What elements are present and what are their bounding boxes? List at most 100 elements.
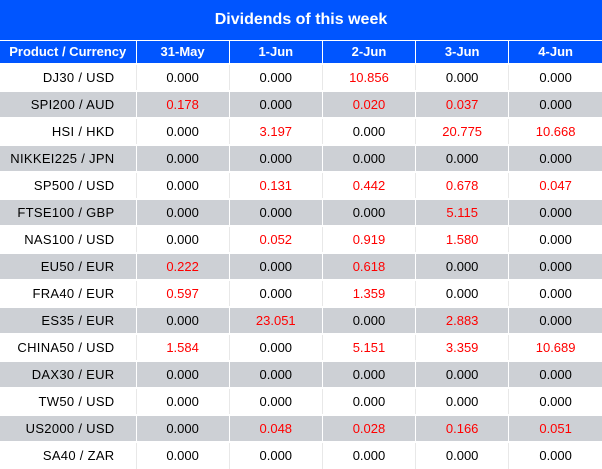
- dividend-cell: 0.178: [135, 89, 230, 118]
- dividend-cell: 0.000: [228, 62, 323, 91]
- product-cell: TW50 / USD: [0, 386, 136, 415]
- table-row: SP500 / USD 0.000 0.131 0.442 0.678 0.047: [0, 170, 602, 199]
- dividend-cell: 0.000: [508, 224, 602, 253]
- product-cell: CHINA50 / USD: [0, 332, 136, 361]
- dividends-table: Product / Currency 31-May 1-Jun 2-Jun 3-Jun 4…: [0, 40, 602, 469]
- dividend-cell: 0.000: [508, 197, 602, 226]
- dividend-cell: 0.000: [508, 305, 602, 334]
- dividend-cell: 0.000: [135, 62, 230, 91]
- header-row: Product / Currency 31-May 1-Jun 2-Jun 3-Jun 4…: [0, 40, 602, 64]
- dividend-cell: 0.000: [508, 62, 602, 91]
- dividend-cell: 0.618: [321, 251, 416, 280]
- dividend-cell: 0.000: [508, 359, 602, 388]
- dividend-cell: 0.000: [228, 89, 323, 118]
- dividend-cell: 5.151: [321, 332, 416, 361]
- table-row: NIKKEI225 / JPN 0.000 0.000 0.000 0.000 0.000: [0, 143, 602, 172]
- dividend-cell: 0.000: [415, 440, 509, 469]
- dividend-cell: 0.131: [228, 170, 323, 199]
- dividend-cell: 0.222: [135, 251, 230, 280]
- dividend-cell: 0.000: [415, 386, 509, 415]
- table-row: HSI / HKD 0.000 3.197 0.000 20.775 10.668: [0, 116, 602, 145]
- dividend-cell: 0.000: [135, 305, 230, 334]
- product-cell: SP500 / USD: [0, 170, 136, 199]
- dividend-cell: 0.000: [135, 197, 230, 226]
- dividend-cell: 0.052: [228, 224, 323, 253]
- dividend-cell: 3.197: [228, 116, 323, 145]
- dividend-cell: 0.000: [228, 359, 323, 388]
- dividend-cell: 0.000: [321, 197, 416, 226]
- dividend-cell: 0.051: [508, 413, 602, 442]
- table-title: Dividends of this week: [0, 0, 602, 40]
- dividend-cell: 0.000: [508, 143, 602, 172]
- dividend-cell: 10.856: [321, 62, 416, 91]
- table-row: DAX30 / EUR 0.000 0.000 0.000 0.000 0.000: [0, 359, 602, 388]
- dividend-cell: 0.000: [508, 440, 602, 469]
- table-row: CHINA50 / USD 1.584 0.000 5.151 3.359 10.689: [0, 332, 602, 361]
- table-row: FRA40 / EUR 0.597 0.000 1.359 0.000 0.000: [0, 278, 602, 307]
- dividend-cell: 0.000: [228, 386, 323, 415]
- dividend-cell: 0.000: [321, 359, 416, 388]
- table-row: US2000 / USD 0.000 0.048 0.028 0.166 0.051: [0, 413, 602, 442]
- dividend-cell: 5.115: [415, 197, 509, 226]
- dividend-cell: 0.000: [135, 224, 230, 253]
- column-header: Product / Currency: [0, 40, 136, 64]
- dividend-cell: 1.584: [135, 332, 230, 361]
- product-cell: SPI200 / AUD: [0, 89, 136, 118]
- dividend-cell: 0.000: [228, 143, 323, 172]
- table-row: NAS100 / USD 0.000 0.052 0.919 1.580 0.000: [0, 224, 602, 253]
- dividend-cell: 0.020: [321, 89, 416, 118]
- dividend-cell: 0.000: [228, 278, 323, 307]
- dividend-cell: 0.000: [228, 440, 323, 469]
- table-row: DJ30 / USD 0.000 0.000 10.856 0.000 0.000: [0, 62, 602, 91]
- product-cell: SA40 / ZAR: [0, 440, 136, 469]
- dividend-cell: 2.883: [415, 305, 509, 334]
- dividend-cell: 0.000: [135, 143, 230, 172]
- dividend-cell: 20.775: [415, 116, 509, 145]
- table-row: EU50 / EUR 0.222 0.000 0.618 0.000 0.000: [0, 251, 602, 280]
- product-cell: EU50 / EUR: [0, 251, 136, 280]
- dividend-cell: 0.000: [135, 359, 230, 388]
- dividend-cell: 0.000: [508, 89, 602, 118]
- product-cell: NAS100 / USD: [0, 224, 136, 253]
- table-row: ES35 / EUR 0.000 23.051 0.000 2.883 0.000: [0, 305, 602, 334]
- dividend-cell: 0.000: [228, 251, 323, 280]
- dividend-cell: 0.000: [135, 170, 230, 199]
- product-cell: DJ30 / USD: [0, 62, 136, 91]
- dividend-cell: 1.359: [321, 278, 416, 307]
- product-cell: DAX30 / EUR: [0, 359, 136, 388]
- dividend-cell: 0.678: [415, 170, 509, 199]
- dividend-cell: 0.166: [415, 413, 509, 442]
- table-row: FTSE100 / GBP 0.000 0.000 0.000 5.115 0.000: [0, 197, 602, 226]
- dividend-cell: 0.048: [228, 413, 323, 442]
- dividend-cell: 0.000: [321, 116, 416, 145]
- dividend-cell: 0.047: [508, 170, 602, 199]
- dividend-cell: 0.000: [135, 440, 230, 469]
- dividend-cell: 0.000: [228, 332, 323, 361]
- dividend-cell: 0.000: [508, 386, 602, 415]
- product-cell: HSI / HKD: [0, 116, 136, 145]
- column-header: 2-Jun: [321, 40, 416, 64]
- product-cell: FTSE100 / GBP: [0, 197, 136, 226]
- dividend-cell: 0.000: [321, 440, 416, 469]
- product-cell: FRA40 / EUR: [0, 278, 136, 307]
- column-header: 3-Jun: [415, 40, 509, 64]
- dividend-cell: 0.000: [135, 386, 230, 415]
- product-cell: NIKKEI225 / JPN: [0, 143, 136, 172]
- dividend-cell: 0.000: [415, 278, 509, 307]
- dividend-cell: 3.359: [415, 332, 509, 361]
- dividend-cell: 0.037: [415, 89, 509, 118]
- dividend-cell: 0.000: [228, 197, 323, 226]
- column-header: 1-Jun: [228, 40, 323, 64]
- table-row: TW50 / USD 0.000 0.000 0.000 0.000 0.000: [0, 386, 602, 415]
- dividend-cell: 0.000: [508, 278, 602, 307]
- column-header: 4-Jun: [508, 40, 602, 64]
- dividend-cell: 0.000: [321, 305, 416, 334]
- dividend-cell: 0.000: [321, 143, 416, 172]
- dividend-cell: 0.597: [135, 278, 230, 307]
- dividend-cell: 0.000: [415, 62, 509, 91]
- product-cell: US2000 / USD: [0, 413, 136, 442]
- dividend-cell: 0.000: [135, 413, 230, 442]
- dividend-cell: 0.000: [135, 116, 230, 145]
- dividend-cell: 0.000: [415, 143, 509, 172]
- table-row: SA40 / ZAR 0.000 0.000 0.000 0.000 0.000: [0, 440, 602, 469]
